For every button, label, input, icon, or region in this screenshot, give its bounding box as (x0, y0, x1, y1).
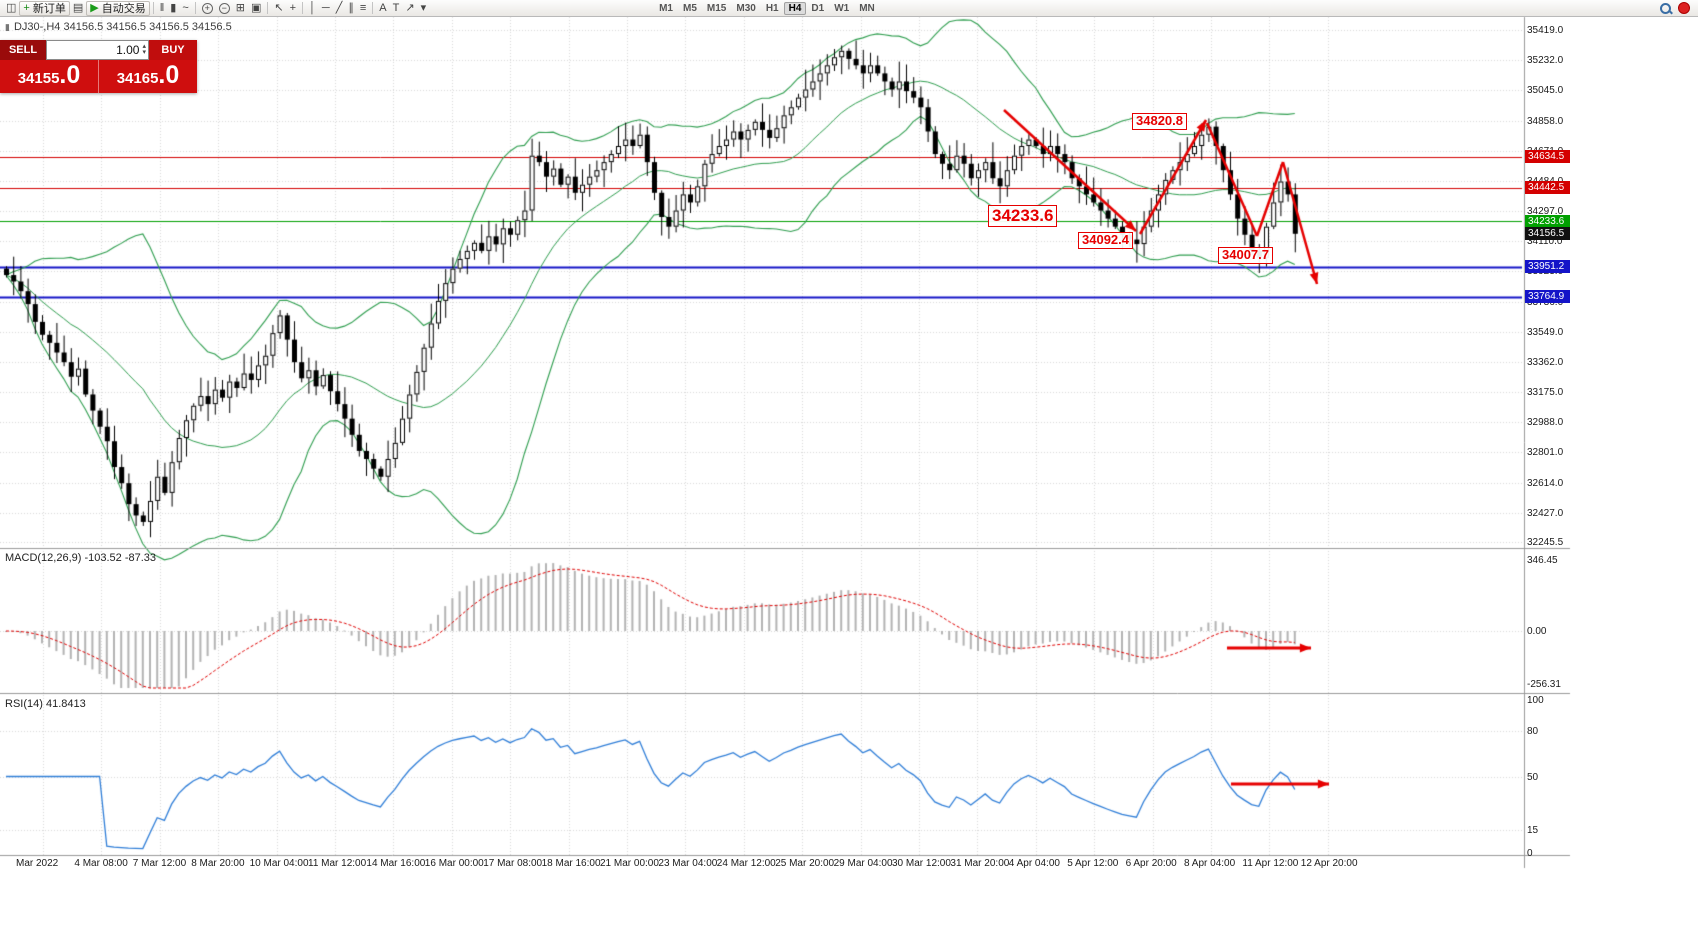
trendline-icon[interactable]: ╱ (333, 1, 346, 16)
buy-price[interactable]: 34165.0 (99, 60, 197, 93)
volume-spinner: ▴ ▾ (142, 43, 146, 56)
chart-header: ▮ DJ30-,H4 34156.5 34156.5 34156.5 34156… (5, 21, 232, 33)
cursor-icon: ↖ (274, 2, 284, 14)
candlestick-chart-icon[interactable]: ▮ (167, 1, 179, 16)
cascade-windows-icon: ▣ (250, 2, 262, 14)
line-chart-icon[interactable]: ~ (179, 1, 191, 16)
chart-window-icon[interactable]: ◫ (3, 1, 19, 16)
toolbar-separator (194, 2, 196, 14)
cascade-windows-icon[interactable]: ▣ (248, 1, 264, 16)
sell-price-main: 34155 (17, 70, 60, 87)
timeframe-mn-button[interactable]: MN (859, 2, 875, 14)
sell-button[interactable]: SELL (0, 40, 46, 60)
sell-price-pips: .0 (59, 61, 81, 89)
volume-field[interactable]: 1.00 ▴ ▾ (46, 40, 149, 60)
timeframe-w1-button[interactable]: W1 (834, 2, 850, 14)
toolbar: ◫ + 新订单 ▤ ▶ 自动交易 ‖ ▮ ~ + − ⊞ ▣ ↖ + │ ─ ╱ ∥ ≡ A T ↗ ▾ M1 M5 M15 M30 H… (0, 0, 1698, 17)
vertical-line-icon[interactable]: │ (306, 1, 319, 16)
timeframe-m30-button[interactable]: M30 (736, 2, 756, 14)
horizontal-line-icon[interactable]: ─ (319, 1, 333, 16)
buy-price-main: 34165 (116, 70, 159, 87)
timeframe-bar: M1 M5 M15 M30 H1 H4 D1 W1 MN (654, 1, 880, 15)
channel-icon[interactable]: ∥ (345, 1, 357, 16)
timeframe-m1-button[interactable]: M1 (659, 2, 673, 14)
horizontal-line-icon: ─ (321, 2, 330, 14)
vertical-line-icon: │ (309, 2, 316, 14)
volume-value: 1.00 (116, 43, 140, 57)
toolbar-separator (152, 2, 154, 14)
zoom-out-icon: − (218, 2, 230, 14)
buy-button[interactable]: BUY (149, 40, 197, 60)
volume-down-icon[interactable]: ▾ (142, 49, 146, 56)
timeframe-m5-button[interactable]: M5 (683, 2, 697, 14)
timeframe-h1-button[interactable]: H1 (765, 2, 779, 14)
chart-profile-icon[interactable]: ▤ (70, 1, 86, 16)
timeframe-m15-button[interactable]: M15 (706, 2, 727, 14)
candlestick-mini-icon: ▮ (5, 21, 10, 32)
toolbar-separator (302, 2, 304, 14)
chart-window-icon: ◫ (6, 2, 17, 14)
toolbar-separator (267, 2, 269, 14)
objects-dropdown-icon[interactable]: ▾ (418, 1, 430, 16)
search-icon[interactable] (1660, 2, 1671, 14)
bar-chart-icon[interactable]: ‖ (157, 1, 168, 16)
tile-windows-icon[interactable]: ⊞ (233, 1, 248, 16)
channel-icon: ∥ (348, 2, 354, 14)
chart-title-text: DJ30-,H4 34156.5 34156.5 34156.5 34156.5 (13, 21, 232, 33)
trendline-icon: ╱ (335, 2, 343, 14)
toolbar-items: ◫ + 新订单 ▤ ▶ 自动交易 ‖ ▮ ~ + − ⊞ ▣ ↖ + │ ─ ╱ ∥ ≡ A T ↗ ▾ M1 M5 M15 M30 H… (3, 0, 880, 16)
record-icon[interactable] (1678, 2, 1690, 14)
autotrading-icon: ▶ (90, 2, 99, 14)
text-label-icon: T (392, 2, 400, 14)
text-icon[interactable]: A (376, 1, 389, 16)
zoom-in-icon[interactable]: + (199, 1, 216, 16)
arrow-objects-icon: ↗ (405, 2, 415, 14)
crosshair-icon: + (289, 2, 297, 14)
fibonacci-icon: ≡ (359, 2, 367, 14)
new-order-button[interactable]: + 新订单 (19, 0, 70, 16)
candlestick-chart-icon: ▮ (170, 2, 177, 14)
new-order-button-label: 新订单 (32, 3, 66, 15)
crosshair-icon[interactable]: + (287, 1, 299, 16)
one-click-trading-panel: SELL 1.00 ▴ ▾ BUY 34155.0 34165.0 (0, 40, 197, 93)
autotrading-button-label: 自动交易 (101, 3, 146, 15)
text-icon: A (379, 2, 387, 14)
rsi-label: RSI(14) 41.8413 (5, 698, 86, 710)
tile-windows-icon: ⊞ (235, 2, 245, 14)
zoom-out-icon[interactable]: − (216, 1, 233, 16)
buy-price-pips: .0 (158, 61, 180, 89)
timeframe-h4-button[interactable]: H4 (783, 1, 807, 15)
toolbar-separator (372, 2, 374, 14)
volume-up-icon[interactable]: ▴ (142, 43, 146, 50)
fibonacci-icon[interactable]: ≡ (357, 1, 369, 16)
chart-profile-icon: ▤ (72, 2, 84, 14)
text-label-icon[interactable]: T (390, 1, 403, 16)
cursor-icon[interactable]: ↖ (271, 1, 286, 16)
new-order-icon: + (23, 2, 30, 14)
toolbar-right-icons (1660, 2, 1690, 14)
timeframe-d1-button[interactable]: D1 (811, 2, 825, 14)
autotrading-button[interactable]: ▶ 自动交易 (86, 0, 150, 16)
arrow-objects-icon[interactable]: ↗ (402, 1, 417, 16)
zoom-in-icon: + (201, 2, 213, 14)
bar-chart-icon: ‖ (159, 2, 165, 14)
line-chart-icon: ~ (182, 2, 189, 14)
sell-price[interactable]: 34155.0 (0, 60, 99, 93)
macd-label: MACD(12,26,9) -103.52 -87.33 (5, 552, 157, 564)
objects-dropdown-icon: ▾ (420, 2, 427, 14)
